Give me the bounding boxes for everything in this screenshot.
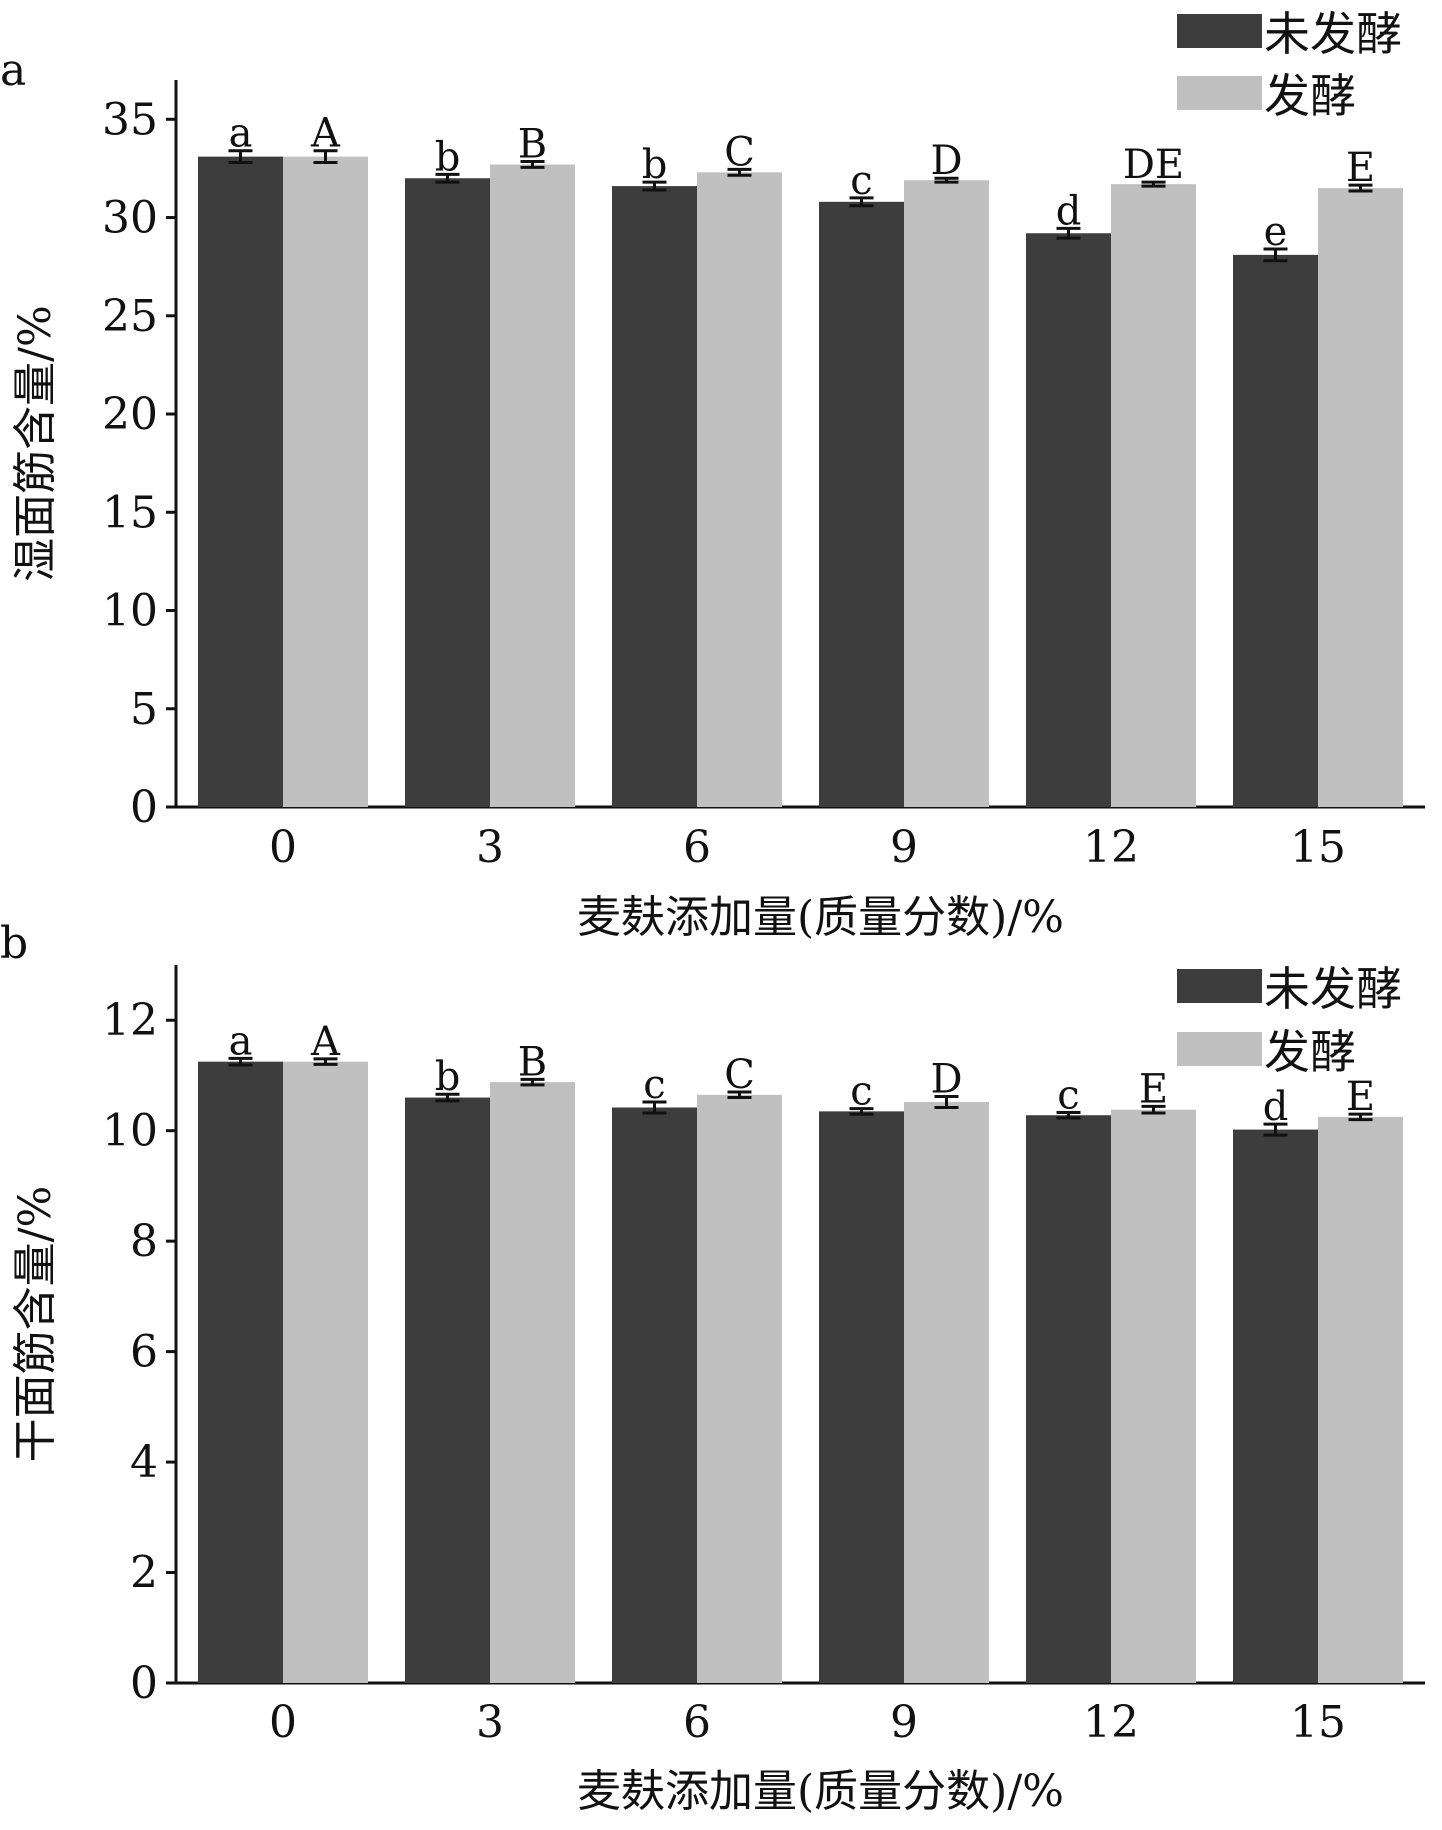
x-tick-label: 9 [890,1697,918,1748]
panel-letter: a [0,45,26,96]
bar [1318,188,1403,807]
y-tick-label: 35 [102,94,158,145]
significance-label: D [930,138,962,184]
x-tick-label: 6 [683,1697,711,1748]
bar [1026,233,1111,807]
x-tick-label: 15 [1290,822,1346,873]
bar [283,156,368,807]
y-tick-label: 20 [102,389,158,440]
significance-label: E [1346,1074,1375,1120]
legend-label: 未发酵 [1264,962,1402,1016]
significance-label: E [1346,145,1375,191]
bar [405,178,490,808]
bar [697,172,782,808]
significance-label: c [850,158,872,204]
significance-label: A [310,1019,341,1065]
y-tick-label: 8 [130,1216,158,1267]
y-tick-label: 2 [130,1548,158,1599]
x-tick-label: 3 [476,1697,504,1748]
bar [1026,1115,1111,1683]
x-axis-title: 麦麸添加量(质量分数)/% [577,1766,1064,1817]
legend-label: 发酵 [1264,1025,1356,1079]
x-tick-label: 15 [1290,1697,1346,1748]
significance-label: b [642,142,668,188]
chart-panel-a: a 0 5 10 15 20 25 30 35 湿面筋含量/% a A 0 b B 3 b C 6 c D 9 d DE 12 e… [0,7,1425,943]
x-tick-label: 6 [683,822,711,873]
significance-label: E [1139,1066,1168,1112]
bar [198,1061,283,1683]
x-tick-label: 12 [1083,822,1139,873]
significance-label: b [435,134,461,180]
bar [1233,254,1318,807]
significance-label: c [643,1062,665,1108]
significance-label: c [850,1069,872,1115]
y-tick-label: 15 [102,487,158,538]
significance-label: d [1263,1084,1289,1130]
y-axis-title: 湿面筋含量/% [10,305,61,582]
legend-swatch [1177,14,1262,48]
significance-label: a [229,111,253,157]
y-tick-label: 30 [102,193,158,244]
y-tick-label: 4 [130,1437,158,1488]
bar [1233,1129,1318,1683]
legend-swatch [1177,1032,1262,1066]
legend-swatch [1177,969,1262,1003]
y-tick-label: 0 [130,782,158,833]
bar [904,1101,989,1683]
significance-label: C [724,1052,755,1098]
y-tick-label: 0 [130,1658,158,1709]
significance-label: d [1056,188,1082,234]
significance-label: c [1057,1072,1079,1118]
bar [198,156,283,807]
significance-label: B [518,122,547,168]
bar [490,164,575,807]
x-tick-label: 9 [890,822,918,873]
x-tick-label: 3 [476,822,504,873]
bar [405,1097,490,1683]
y-tick-label: 5 [130,684,158,735]
x-tick-label: 12 [1083,1697,1139,1748]
legend-swatch [1177,76,1262,110]
bar [819,201,904,807]
significance-label: A [310,111,341,157]
bar [697,1094,782,1683]
bar [283,1061,368,1683]
significance-label: D [930,1056,962,1102]
bar [1111,184,1196,808]
bar [1318,1116,1403,1683]
y-tick-label: 12 [102,995,158,1046]
y-tick-label: 6 [130,1327,158,1378]
x-axis-title: 麦麸添加量(质量分数)/% [577,892,1064,943]
y-axis-title: 干面筋含量/% [10,1186,61,1463]
significance-label: B [518,1039,547,1085]
y-tick-label: 10 [102,1106,158,1157]
legend-label: 发酵 [1264,69,1356,123]
significance-label: b [435,1054,461,1100]
significance-label: e [1264,209,1288,255]
bar [490,1082,575,1683]
bar [904,180,989,807]
y-tick-label: 25 [102,291,158,342]
x-tick-label: 0 [269,822,297,873]
bar [819,1111,904,1683]
x-tick-label: 0 [269,1697,297,1748]
significance-label: DE [1123,142,1184,188]
panel-letter: b [0,918,28,969]
significance-label: C [724,129,755,175]
legend-label: 未发酵 [1264,7,1402,61]
bar [1111,1109,1196,1683]
bar [612,186,697,807]
y-tick-label: 10 [102,586,158,637]
significance-label: a [229,1018,253,1064]
chart-panel-b: b 0 2 4 6 8 10 12 干面筋含量/% a A 0 b B 3 c C 6 c D 9 c E 12 d E 15 麦麸添… [0,918,1425,1817]
bar [612,1107,697,1683]
